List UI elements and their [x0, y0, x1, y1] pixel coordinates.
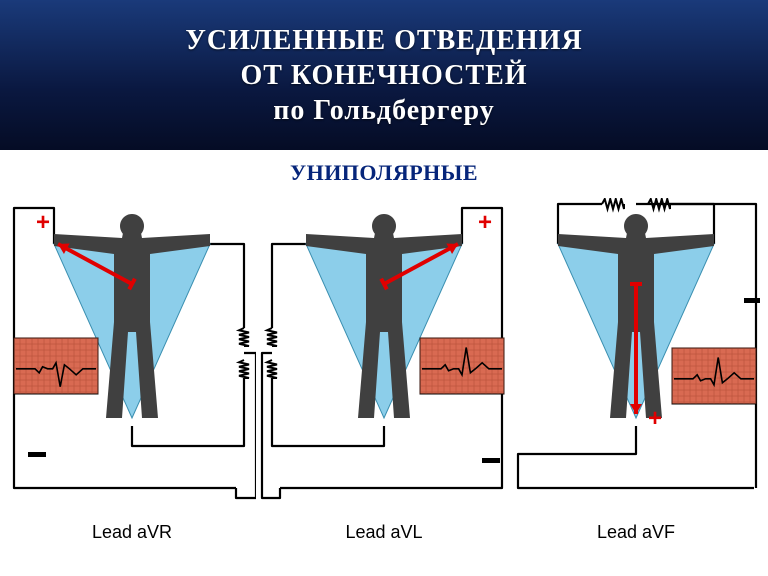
title-line-3: по Гольдбергеру [273, 93, 494, 128]
title-line-2: ОТ КОНЕЧНОСТЕЙ [240, 58, 527, 93]
title-line-1: УСИЛЕННЫЕ ОТВЕДЕНИЯ [185, 23, 582, 58]
svg-text:+: + [478, 209, 492, 236]
panel-label-avl: Lead aVL [260, 522, 508, 543]
diagram-avr: + [8, 198, 256, 518]
svg-text:+: + [36, 209, 50, 236]
diagram-avf: + [512, 198, 760, 518]
panel-label-avr: Lead aVR [8, 522, 256, 543]
panel-avf: + Lead aVF [512, 198, 760, 558]
diagram-panels: + Lead aVR + Lead aVL + Lead aVF [0, 192, 768, 558]
subtitle: УНИПОЛЯРНЫЕ [0, 160, 768, 186]
svg-text:+: + [648, 405, 662, 432]
panel-label-avf: Lead aVF [512, 522, 760, 543]
panel-avr: + Lead aVR [8, 198, 256, 558]
panel-avl: + Lead aVL [260, 198, 508, 558]
header: УСИЛЕННЫЕ ОТВЕДЕНИЯ ОТ КОНЕЧНОСТЕЙ по Го… [0, 0, 768, 150]
diagram-avl: + [260, 198, 508, 518]
